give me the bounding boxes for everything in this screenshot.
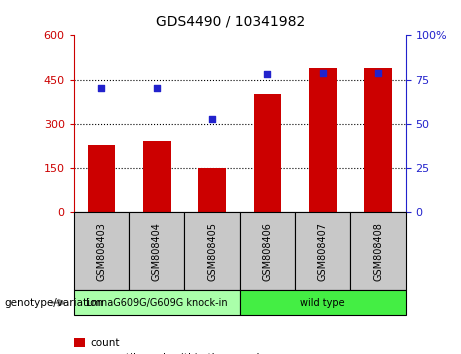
Text: LmnaG609G/G609G knock-in: LmnaG609G/G609G knock-in (86, 298, 228, 308)
Bar (350, 212, 406, 290)
Text: GDS4490 / 10341982: GDS4490 / 10341982 (156, 14, 305, 28)
Bar (143, 141, 171, 212)
Text: GSM808403: GSM808403 (96, 222, 106, 281)
Text: wild type: wild type (301, 298, 345, 308)
Bar (240, 290, 406, 315)
Text: count: count (90, 338, 119, 348)
Point (264, 72, 271, 77)
Bar (364, 68, 392, 212)
Bar (129, 212, 184, 290)
Text: GSM808406: GSM808406 (262, 222, 272, 281)
Bar (295, 212, 350, 290)
Point (208, 116, 216, 121)
Text: GSM808405: GSM808405 (207, 222, 217, 281)
Bar (254, 95, 281, 212)
Point (374, 70, 382, 75)
Bar (309, 68, 337, 212)
Text: percentile rank within the sample: percentile rank within the sample (90, 353, 266, 354)
Bar (74, 212, 129, 290)
Bar (88, 145, 115, 212)
Point (319, 70, 326, 75)
Text: GSM808407: GSM808407 (318, 222, 328, 281)
Bar (198, 168, 226, 212)
Bar (74, 338, 85, 347)
Text: GSM808404: GSM808404 (152, 222, 162, 281)
Text: genotype/variation: genotype/variation (5, 298, 104, 308)
Bar (74, 290, 240, 315)
Bar (240, 212, 295, 290)
Point (153, 86, 160, 91)
Bar (184, 212, 240, 290)
Point (98, 86, 105, 91)
Text: GSM808408: GSM808408 (373, 222, 383, 281)
